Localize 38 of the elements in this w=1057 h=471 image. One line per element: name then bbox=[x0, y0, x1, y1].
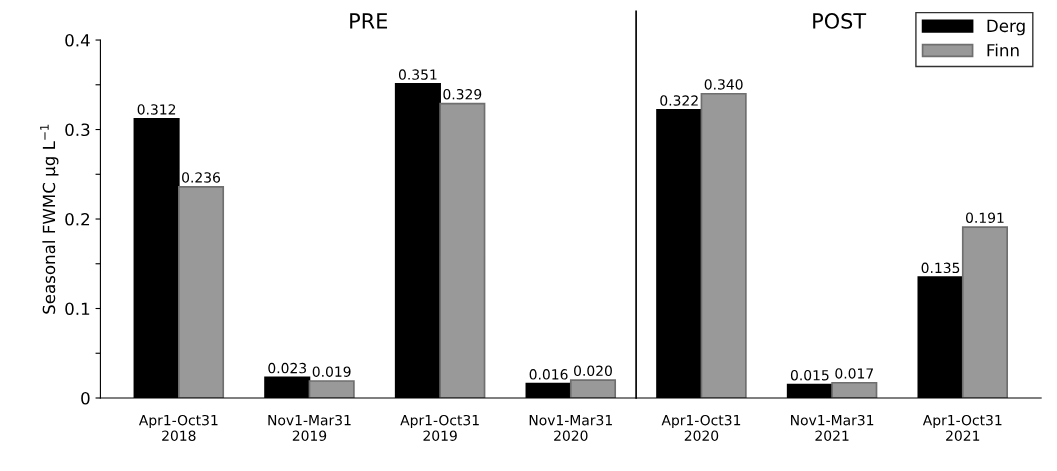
data-label: 0.236 bbox=[182, 172, 221, 183]
bar bbox=[308, 380, 355, 398]
data-label: 0.019 bbox=[312, 366, 351, 377]
legend-label: Derg bbox=[987, 19, 1025, 36]
x-tick-label: Nov1-Mar31 2019 bbox=[268, 414, 351, 441]
data-label: 0.322 bbox=[660, 95, 698, 106]
bar bbox=[569, 379, 617, 398]
x-tick-label: Apr1-Oct31 2021 bbox=[922, 414, 1002, 441]
data-label: 0.017 bbox=[835, 368, 873, 379]
data-label: 0.191 bbox=[966, 212, 1004, 223]
data-label: 0.015 bbox=[790, 369, 829, 381]
data-label: 0.351 bbox=[398, 69, 437, 80]
y-tick-label: 0.3 bbox=[65, 123, 90, 137]
y-tick-label: 0.4 bbox=[65, 34, 90, 47]
data-label: 0.329 bbox=[443, 88, 482, 100]
data-label: 0.135 bbox=[921, 262, 960, 274]
bar bbox=[961, 226, 1009, 398]
x-tick-label: Apr1-Oct31 2020 bbox=[661, 414, 741, 441]
legend-label: Finn bbox=[987, 43, 1019, 57]
bar bbox=[831, 381, 878, 398]
bar bbox=[177, 185, 225, 398]
text: PRE bbox=[350, 13, 388, 29]
data-label: 0.312 bbox=[137, 104, 176, 115]
y-tick-label: 0.1 bbox=[65, 302, 90, 316]
x-tick-label: Nov1-Mar31 2021 bbox=[791, 414, 874, 441]
y-tick-label: 0.2 bbox=[65, 212, 90, 226]
x-tick-label: Apr1-Oct31 2018 bbox=[138, 414, 218, 441]
bar bbox=[700, 92, 747, 398]
data-label: 0.340 bbox=[704, 79, 743, 90]
data-label: 0.016 bbox=[529, 369, 568, 380]
y-tick-label: 0 bbox=[81, 391, 90, 405]
text: POST bbox=[813, 13, 867, 29]
data-label: 0.023 bbox=[268, 362, 307, 374]
data-label: 0.020 bbox=[574, 365, 612, 377]
y-axis-title: Seasonal FWMC µg L$^{−1}$ bbox=[40, 124, 59, 314]
x-tick-label: Nov1-Mar31 2020 bbox=[529, 414, 612, 441]
x-tick-label: Apr1-Oct31 2019 bbox=[400, 414, 479, 441]
bar bbox=[439, 102, 486, 398]
